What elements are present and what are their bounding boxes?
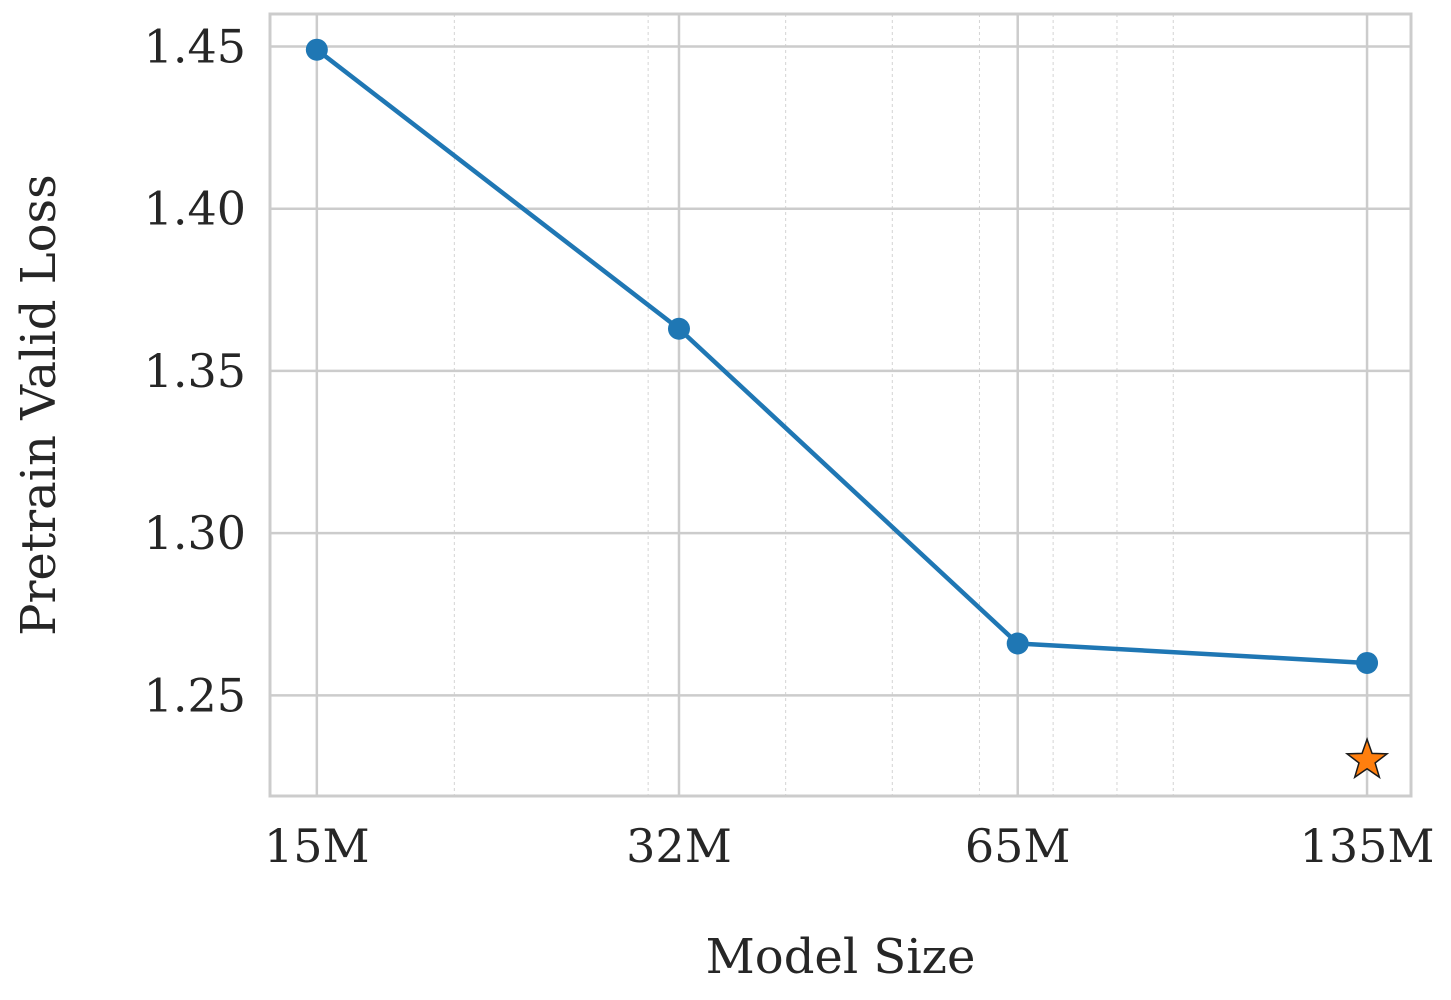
y-tick-label: 1.40 [144,182,246,236]
marker-layer [305,38,1390,780]
y-axis-label: Pretrain Valid Loss [11,174,67,636]
x-axis-label: Model Size [706,929,976,985]
plot-frame [268,12,1413,798]
data-point [1006,632,1029,655]
x-tick-label: 32M [626,819,732,873]
data-point [667,317,690,340]
y-tick-label: 1.35 [144,344,246,398]
y-tick-label: 1.45 [144,19,246,73]
grid [270,14,1411,796]
axes-frame [268,12,1413,798]
x-tick-label: 65M [965,819,1071,873]
x-tick-label: 15M [264,819,370,873]
series-line [314,47,1370,666]
y-tick-label: 1.25 [144,668,246,722]
star-marker [1344,737,1390,780]
data-point [305,38,328,61]
y-tick-label: 1.30 [144,506,246,560]
data-point [1356,651,1379,674]
x-tick-label: 135M [1300,819,1435,873]
tick-labels: 15M 32M 65M 135M 1.25 1.30 1.35 1.40 1.45 [144,19,1435,873]
series-layer [314,47,1370,666]
